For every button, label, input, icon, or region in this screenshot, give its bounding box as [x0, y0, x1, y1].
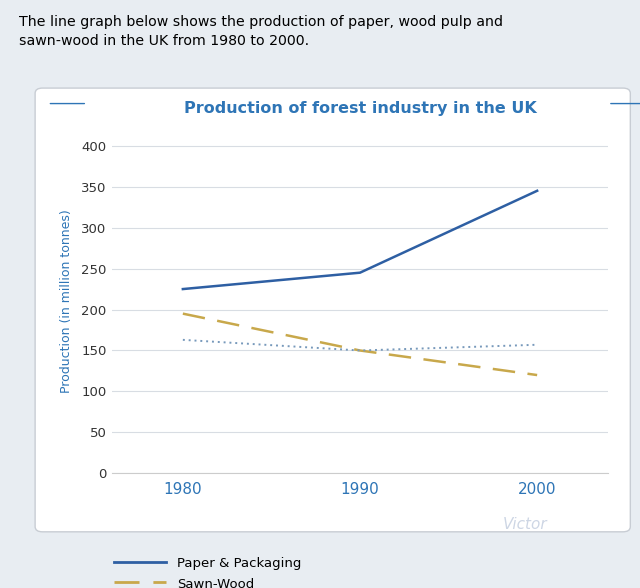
- Title: Production of forest industry in the UK: Production of forest industry in the UK: [184, 101, 536, 116]
- Text: The line graph below shows the production of paper, wood pulp and
sawn-wood in t: The line graph below shows the productio…: [19, 15, 503, 48]
- Y-axis label: Production (in million tonnes): Production (in million tonnes): [60, 209, 73, 393]
- Text: Victor: Victor: [502, 517, 547, 532]
- FancyBboxPatch shape: [35, 88, 630, 532]
- Legend: Paper & Packaging, Sawn-Wood, Wood Pulp: Paper & Packaging, Sawn-Wood, Wood Pulp: [114, 556, 301, 588]
